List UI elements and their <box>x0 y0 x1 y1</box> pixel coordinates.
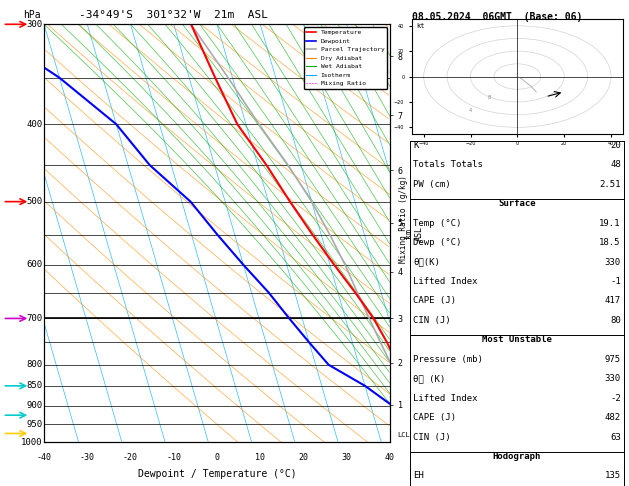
Text: CIN (J): CIN (J) <box>413 316 451 325</box>
Text: 40: 40 <box>385 453 395 462</box>
Text: -10: -10 <box>166 453 181 462</box>
Text: 0: 0 <box>214 453 220 462</box>
Text: 63: 63 <box>610 433 621 442</box>
Text: 850: 850 <box>26 382 42 390</box>
Text: 10: 10 <box>255 453 265 462</box>
Text: 400: 400 <box>26 120 42 129</box>
Text: Most Unstable: Most Unstable <box>482 335 552 345</box>
Text: 500: 500 <box>26 197 42 206</box>
Text: Hodograph: Hodograph <box>493 452 541 461</box>
Text: Dewpoint / Temperature (°C): Dewpoint / Temperature (°C) <box>138 469 296 479</box>
Text: -30: -30 <box>80 453 95 462</box>
Text: Pressure (mb): Pressure (mb) <box>413 355 483 364</box>
Text: 600: 600 <box>26 260 42 269</box>
Text: CIN (J): CIN (J) <box>413 433 451 442</box>
Text: K: K <box>413 141 419 150</box>
Text: Temp (°C): Temp (°C) <box>413 219 462 228</box>
Text: θᴄ(K): θᴄ(K) <box>413 258 440 267</box>
Text: -2: -2 <box>610 394 621 403</box>
Text: Lifted Index: Lifted Index <box>413 394 478 403</box>
Text: -34°49'S  301°32'W  21m  ASL: -34°49'S 301°32'W 21m ASL <box>79 10 267 20</box>
Text: Mixing Ratio (g/kg): Mixing Ratio (g/kg) <box>399 175 408 262</box>
Text: hPa: hPa <box>23 10 41 20</box>
Text: 08.05.2024  06GMT  (Base: 06): 08.05.2024 06GMT (Base: 06) <box>412 12 582 22</box>
Text: 417: 417 <box>604 296 621 306</box>
Text: 80: 80 <box>610 316 621 325</box>
Text: 18.5: 18.5 <box>599 238 621 247</box>
Text: -20: -20 <box>123 453 138 462</box>
Text: 2.51: 2.51 <box>599 180 621 189</box>
Text: 950: 950 <box>26 420 42 429</box>
Text: LCL: LCL <box>397 432 409 437</box>
Text: -1: -1 <box>610 277 621 286</box>
Text: θᴄ (K): θᴄ (K) <box>413 374 445 383</box>
Y-axis label: km
ASL: km ASL <box>404 226 423 241</box>
Text: 48: 48 <box>610 160 621 170</box>
Text: 4: 4 <box>469 108 472 113</box>
Text: CAPE (J): CAPE (J) <box>413 296 456 306</box>
Text: 8: 8 <box>487 95 491 101</box>
Text: Lifted Index: Lifted Index <box>413 277 478 286</box>
Text: 1000: 1000 <box>21 438 42 447</box>
Text: 19.1: 19.1 <box>599 219 621 228</box>
Text: EH: EH <box>413 471 424 481</box>
Text: 30: 30 <box>342 453 352 462</box>
Text: 135: 135 <box>604 471 621 481</box>
Text: PW (cm): PW (cm) <box>413 180 451 189</box>
Text: 330: 330 <box>604 258 621 267</box>
Text: 20: 20 <box>610 141 621 150</box>
Text: CAPE (J): CAPE (J) <box>413 413 456 422</box>
Text: 700: 700 <box>26 314 42 323</box>
Text: Totals Totals: Totals Totals <box>413 160 483 170</box>
Text: 900: 900 <box>26 401 42 410</box>
Text: Dewp (°C): Dewp (°C) <box>413 238 462 247</box>
Text: 300: 300 <box>26 20 42 29</box>
Legend: Temperature, Dewpoint, Parcel Trajectory, Dry Adiabat, Wet Adiabat, Isotherm, Mi: Temperature, Dewpoint, Parcel Trajectory… <box>304 27 387 89</box>
Text: 20: 20 <box>299 453 308 462</box>
Text: -40: -40 <box>36 453 52 462</box>
Text: 482: 482 <box>604 413 621 422</box>
Text: 975: 975 <box>604 355 621 364</box>
Text: Surface: Surface <box>498 199 536 208</box>
Text: 800: 800 <box>26 360 42 369</box>
Text: 330: 330 <box>604 374 621 383</box>
Text: kt: kt <box>416 23 425 29</box>
